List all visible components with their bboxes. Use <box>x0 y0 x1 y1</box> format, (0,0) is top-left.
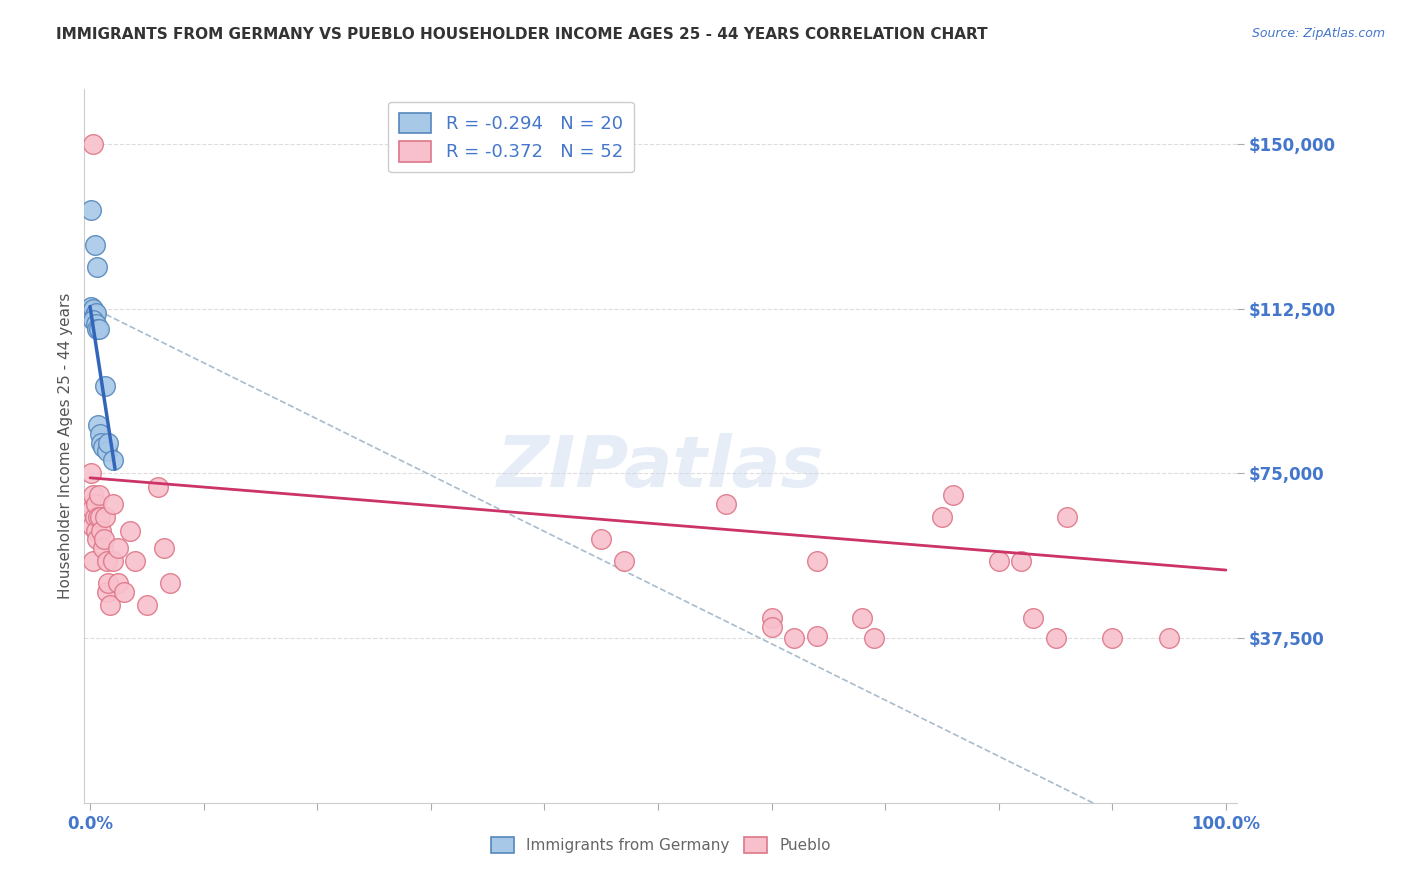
Point <box>94 378 117 392</box>
Point <box>87 510 110 524</box>
Point <box>613 554 636 568</box>
Point <box>84 306 107 320</box>
Point <box>80 497 103 511</box>
Point <box>83 510 105 524</box>
Point <box>82 488 104 502</box>
Legend: Immigrants from Germany, Pueblo: Immigrants from Germany, Pueblo <box>485 831 837 859</box>
Point <box>89 321 111 335</box>
Point <box>107 576 129 591</box>
Point <box>84 497 107 511</box>
Point <box>89 510 111 524</box>
Point <box>91 440 114 454</box>
Point <box>82 304 104 318</box>
Point <box>90 524 112 538</box>
Point <box>83 309 105 323</box>
Point <box>82 501 104 516</box>
Point <box>942 488 965 502</box>
Point <box>806 554 828 568</box>
Point <box>783 631 806 645</box>
Point <box>112 585 135 599</box>
Point <box>1045 631 1067 645</box>
Text: ZIPatlas: ZIPatlas <box>498 433 824 502</box>
Point <box>148 480 170 494</box>
Point <box>1022 611 1045 625</box>
Point <box>86 260 108 274</box>
Point <box>86 321 108 335</box>
Point <box>118 524 141 538</box>
Point <box>82 312 104 326</box>
Text: IMMIGRANTS FROM GERMANY VS PUEBLO HOUSEHOLDER INCOME AGES 25 - 44 YEARS CORRELAT: IMMIGRANTS FROM GERMANY VS PUEBLO HOUSEH… <box>56 27 988 42</box>
Point <box>100 598 122 612</box>
Point <box>94 510 117 524</box>
Point <box>761 611 783 625</box>
Point <box>159 576 181 591</box>
Point <box>89 488 111 502</box>
Point <box>96 444 118 458</box>
Point <box>1056 510 1078 524</box>
Point <box>931 510 953 524</box>
Point <box>82 301 104 316</box>
Point <box>987 554 1010 568</box>
Point <box>89 426 111 441</box>
Point <box>1159 631 1181 645</box>
Point <box>91 541 114 555</box>
Text: Source: ZipAtlas.com: Source: ZipAtlas.com <box>1251 27 1385 40</box>
Point <box>90 435 112 450</box>
Point <box>101 453 124 467</box>
Point <box>101 497 124 511</box>
Point <box>153 541 176 555</box>
Point <box>86 533 108 547</box>
Point <box>1101 631 1123 645</box>
Point <box>84 524 107 538</box>
Point <box>87 418 110 433</box>
Point <box>82 554 104 568</box>
Point <box>97 435 120 450</box>
Point <box>96 585 118 599</box>
Point <box>1011 554 1033 568</box>
Point <box>714 497 737 511</box>
Point <box>80 300 103 314</box>
Point <box>135 598 157 612</box>
Point <box>82 519 104 533</box>
Point <box>862 631 884 645</box>
Y-axis label: Householder Income Ages 25 - 44 years: Householder Income Ages 25 - 44 years <box>58 293 73 599</box>
Point <box>761 620 783 634</box>
Point <box>107 541 129 555</box>
Point <box>93 533 115 547</box>
Point <box>96 554 118 568</box>
Point <box>101 554 124 568</box>
Point <box>80 202 103 217</box>
Point <box>97 576 120 591</box>
Point <box>83 238 105 252</box>
Point <box>124 554 146 568</box>
Point <box>806 629 828 643</box>
Point <box>591 533 613 547</box>
Point <box>80 467 103 481</box>
Point <box>82 137 104 152</box>
Point <box>851 611 873 625</box>
Point <box>84 317 107 331</box>
